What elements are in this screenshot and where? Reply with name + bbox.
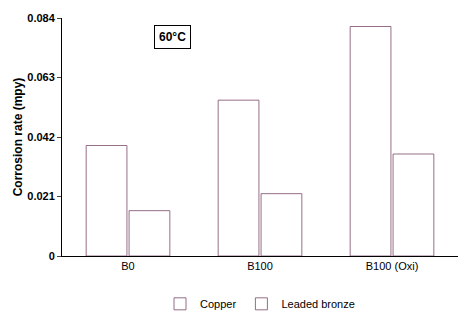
svg-text:Corrosion rate (mpy): Corrosion rate (mpy) — [11, 78, 25, 197]
svg-text:0.084: 0.084 — [27, 12, 55, 24]
svg-text:B0: B0 — [121, 260, 134, 272]
svg-text:0: 0 — [49, 250, 55, 262]
svg-text:60°C: 60°C — [159, 30, 186, 44]
svg-text:0.063: 0.063 — [27, 71, 55, 83]
svg-text:B100: B100 — [247, 260, 273, 272]
svg-text:B100 (Oxi): B100 (Oxi) — [366, 260, 419, 272]
svg-text:0.042: 0.042 — [27, 131, 55, 143]
svg-text:Copper: Copper — [200, 298, 236, 310]
svg-text:Leaded bronze: Leaded bronze — [281, 298, 354, 310]
svg-text:0.021: 0.021 — [27, 190, 55, 202]
